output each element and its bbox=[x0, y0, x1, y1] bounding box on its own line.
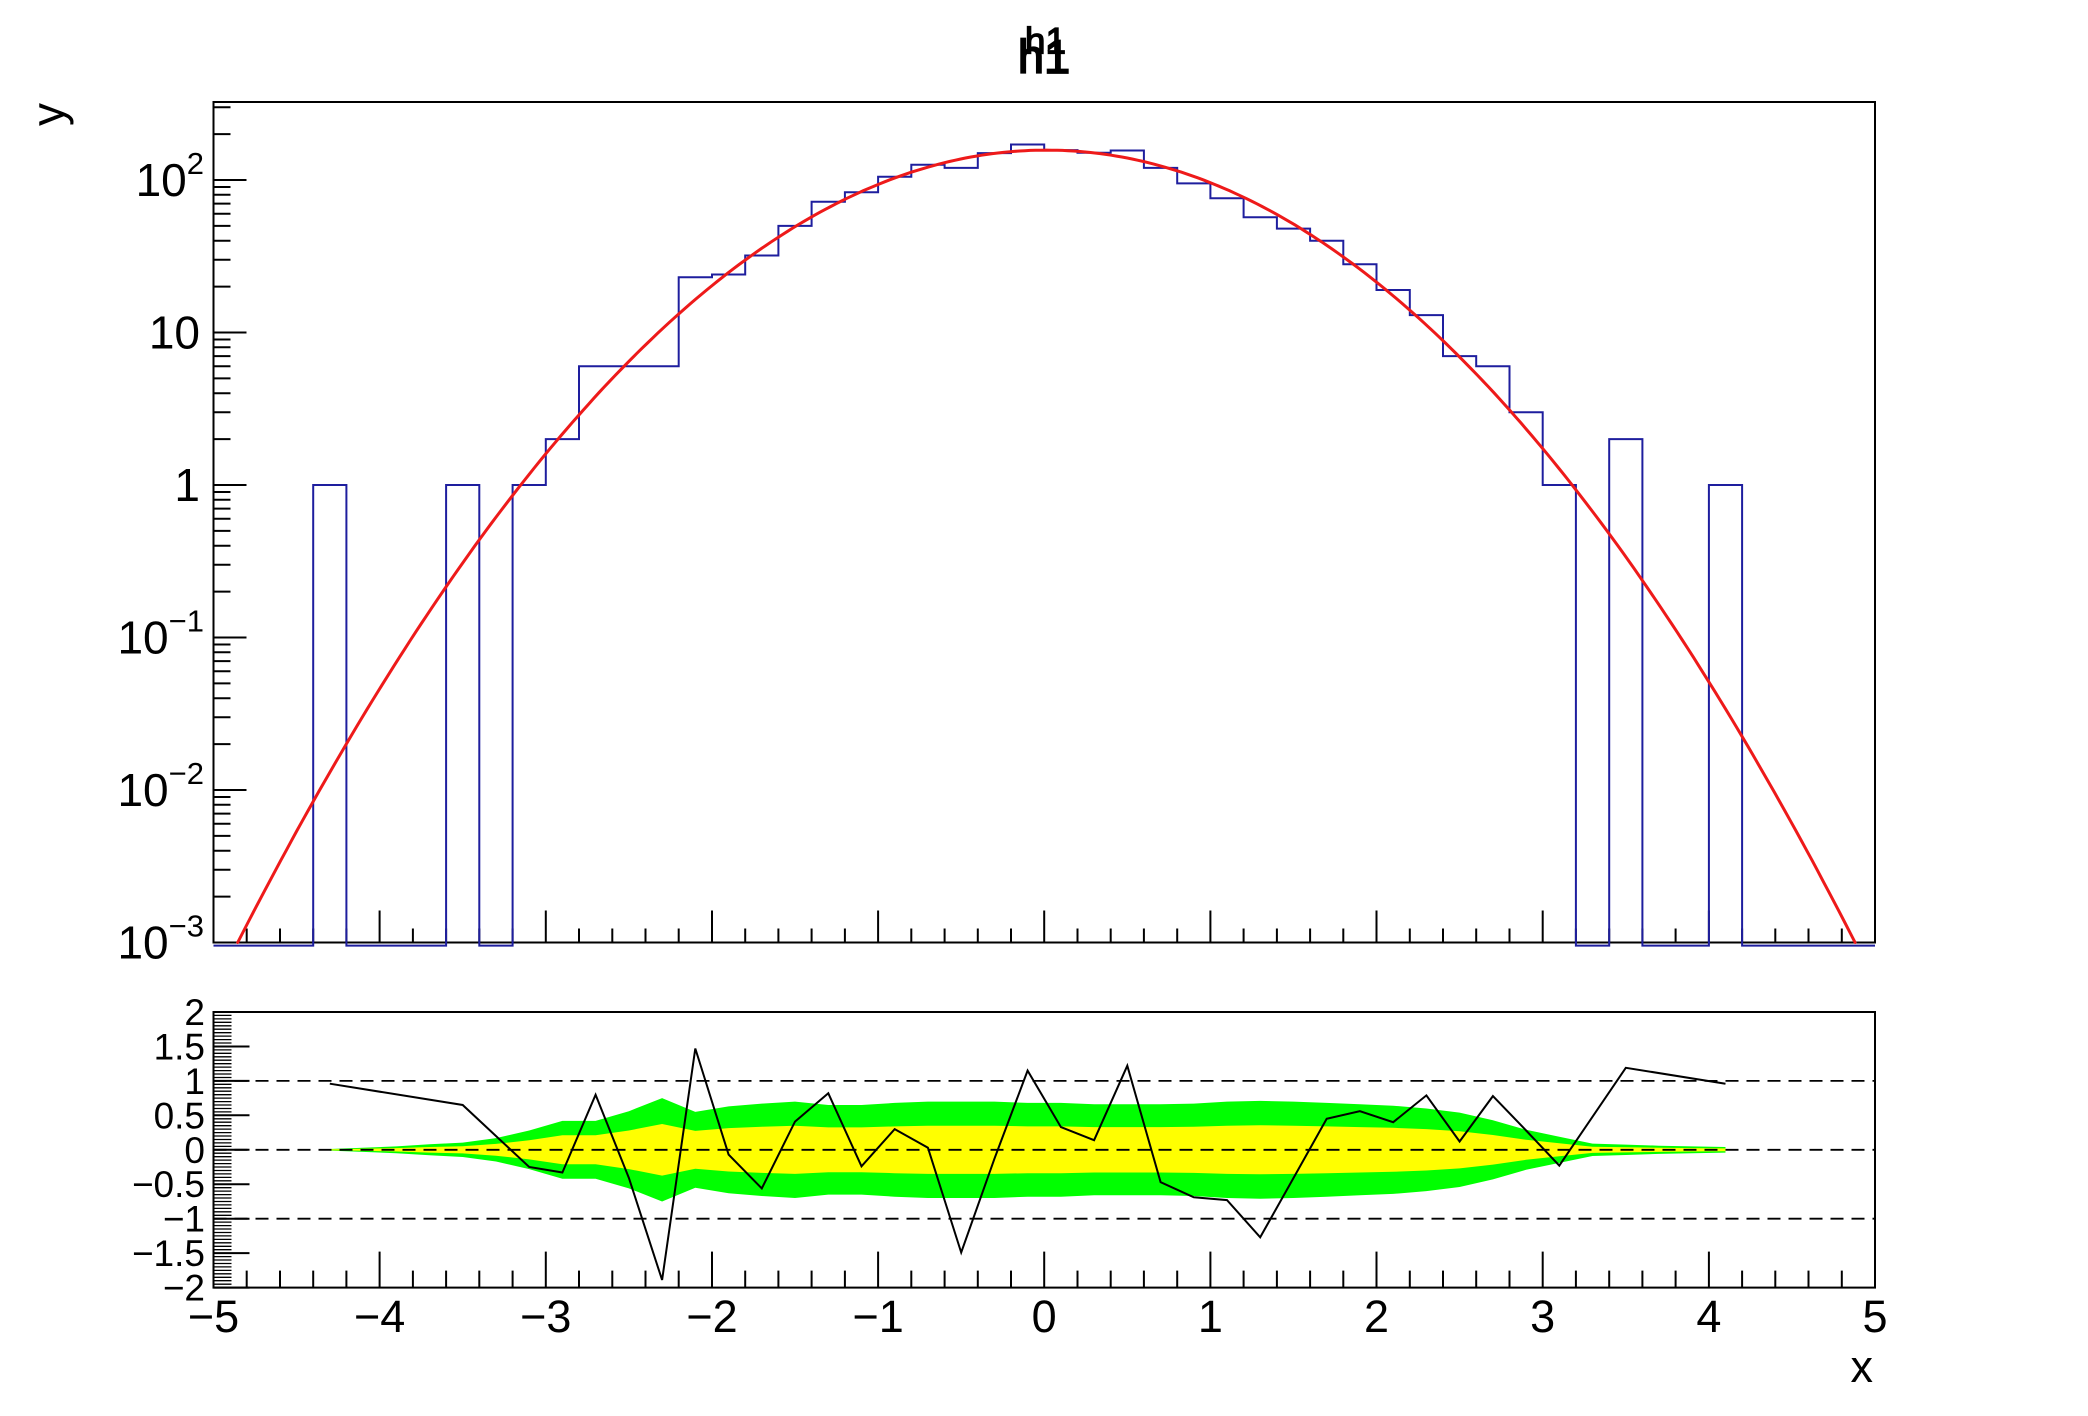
svg-text:h1: h1 bbox=[1018, 30, 1070, 83]
svg-text:1: 1 bbox=[1198, 1291, 1223, 1342]
svg-text:2: 2 bbox=[1364, 1291, 1389, 1342]
svg-text:−5: −5 bbox=[188, 1291, 239, 1342]
svg-text:10: 10 bbox=[149, 307, 200, 359]
svg-text:x: x bbox=[1851, 1341, 1874, 1392]
svg-text:−1: −1 bbox=[852, 1291, 903, 1342]
svg-text:0: 0 bbox=[184, 1130, 205, 1171]
svg-text:−3: −3 bbox=[520, 1291, 571, 1342]
svg-text:2: 2 bbox=[184, 992, 205, 1033]
svg-text:−1.5: −1.5 bbox=[132, 1233, 205, 1274]
svg-text:4: 4 bbox=[1696, 1291, 1721, 1342]
svg-text:0: 0 bbox=[1032, 1291, 1057, 1342]
svg-text:−2: −2 bbox=[163, 1268, 205, 1309]
svg-text:−2: −2 bbox=[686, 1291, 737, 1342]
svg-text:1: 1 bbox=[184, 1061, 205, 1102]
svg-text:0.5: 0.5 bbox=[154, 1095, 205, 1136]
svg-text:1: 1 bbox=[174, 459, 200, 511]
svg-text:1.5: 1.5 bbox=[154, 1027, 205, 1068]
svg-text:3: 3 bbox=[1530, 1291, 1555, 1342]
svg-text:−4: −4 bbox=[354, 1291, 405, 1342]
svg-text:y: y bbox=[22, 103, 74, 126]
svg-text:−1: −1 bbox=[163, 1199, 205, 1240]
svg-text:−0.5: −0.5 bbox=[132, 1164, 205, 1205]
svg-text:5: 5 bbox=[1862, 1291, 1887, 1342]
svg-text:h1: h1 bbox=[1025, 21, 1066, 62]
